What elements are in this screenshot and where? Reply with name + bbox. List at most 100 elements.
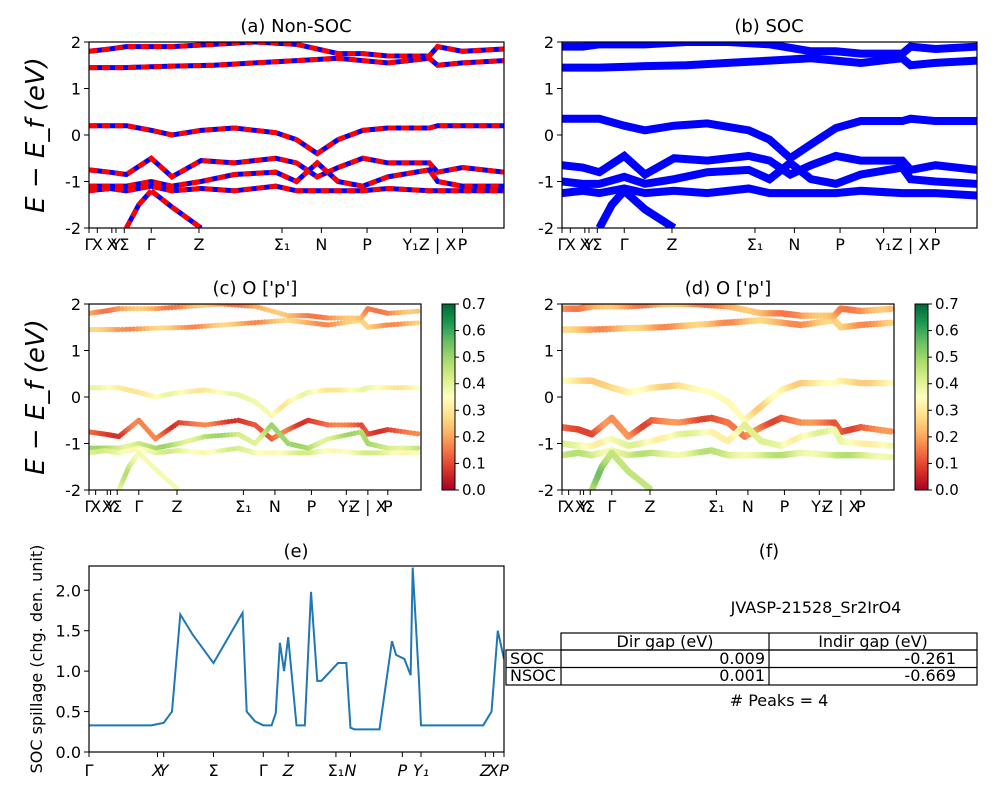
xtick-label-b: Γ <box>558 235 567 254</box>
colorbar-gradient <box>914 303 929 491</box>
colorbar-tick-label: 0.5 <box>935 348 959 366</box>
projected-point <box>141 306 148 312</box>
projected-point <box>887 305 894 313</box>
projected-point <box>127 326 133 332</box>
title-f: (f) <box>759 541 779 562</box>
projected-point <box>138 306 144 312</box>
ytick-label-d: -2 <box>538 481 554 500</box>
colorbar-tick-label: 0.5 <box>462 348 486 366</box>
ytick-label-e: 1.0 <box>56 662 81 681</box>
xtick-label-e: Y <box>159 761 170 780</box>
band-line <box>89 123 504 157</box>
ytick-label-c: 1 <box>71 342 81 361</box>
projected-point <box>149 325 155 331</box>
band-line <box>89 155 504 180</box>
plot-frame-c <box>88 303 422 491</box>
ytick-label-e: 0.5 <box>56 703 81 722</box>
xtick-label-b: Σ₁ <box>747 235 764 254</box>
colorbar-gradient <box>441 303 456 491</box>
colorbar-c: 0.0 0.1 0.2 0.3 0.4 0.5 0.6 0.7 <box>441 295 486 499</box>
projected-point <box>116 306 122 312</box>
projected-point <box>415 385 421 391</box>
gap-row-indir-nsoc: -0.669 <box>904 666 956 685</box>
colorbar-tick-label: 0.3 <box>935 401 959 419</box>
xtick-label-e: P <box>397 761 407 780</box>
xtick-label-e: Γ <box>85 761 94 780</box>
projected-point <box>149 306 155 312</box>
colorbar-tick-label: 0.4 <box>462 375 486 393</box>
projected-point <box>127 306 133 312</box>
gap-row-dir-soc: 0.009 <box>719 649 765 668</box>
ytick-label-a: -1 <box>65 173 81 192</box>
xtick-label-c: Γ <box>134 497 143 516</box>
plot-frame-d <box>561 303 895 491</box>
xtick-label-a: N <box>315 235 327 254</box>
band-line <box>562 42 977 58</box>
band-line <box>562 150 977 180</box>
ytick-label-b: 0 <box>544 126 554 145</box>
band-line <box>562 114 977 164</box>
xtick-label-a: Z <box>193 235 204 254</box>
ytick-label-d: -1 <box>538 435 554 454</box>
projected-point <box>415 320 421 326</box>
projected-point <box>887 319 894 327</box>
xtick-label-d: Y₁ <box>810 497 827 516</box>
ytick-label-c: -2 <box>65 481 81 500</box>
band-line <box>149 188 203 228</box>
xtick-label-e: Y₁ <box>413 761 429 780</box>
ylabel-top: E − E_f (eV) <box>21 57 51 213</box>
material-name: JVASP-21528_Sr2IrO4 <box>730 598 902 618</box>
xtick-label-d: Γ <box>607 497 616 516</box>
gap-table: Dir gap (eV) Indir gap (eV) SOC 0.009 -0… <box>505 632 978 686</box>
xtick-label-b: P <box>931 235 941 254</box>
projected-point <box>415 308 421 314</box>
xtick-label-b: Γ <box>620 235 629 254</box>
xtick-label-d: Σ₁ <box>708 497 725 516</box>
xtick-label-c: Z | X <box>349 497 387 516</box>
band-line <box>89 55 504 71</box>
xtick-label-c: P <box>307 497 317 516</box>
xtick-label-b: Y <box>583 235 594 254</box>
xtick-label-e: P <box>499 761 509 780</box>
xtick-label-b: X <box>565 235 576 254</box>
ytick-label-c: -1 <box>65 435 81 454</box>
xtick-label-b: Y₁ <box>875 235 892 254</box>
xtick-label-b: P <box>835 235 845 254</box>
xtick-label-b: X <box>579 235 590 254</box>
xtick-label-e: N <box>344 761 356 780</box>
xtick-label-a: Y <box>110 235 121 254</box>
projected-point <box>887 442 894 449</box>
colorbar-tick-label: 0.6 <box>462 322 486 340</box>
xtick-label-e: Γ <box>259 761 268 780</box>
xtick-label-e: Z <box>479 761 492 780</box>
ytick-label-a: 0 <box>71 126 81 145</box>
ytick-label-a: 2 <box>71 33 81 52</box>
projected-point <box>141 325 148 332</box>
xtick-label-d: N <box>742 497 754 516</box>
projected-point <box>123 326 129 332</box>
projected-point <box>415 450 421 456</box>
xtick-label-c: Y <box>105 497 116 516</box>
xtick-label-e: X <box>487 761 500 780</box>
band-line <box>562 157 977 188</box>
ylabel-middle: E − E_f (eV) <box>21 319 51 475</box>
xtick-label-a: P <box>458 235 468 254</box>
colorbar-tick-label: 0.7 <box>462 295 486 313</box>
projected-point <box>173 485 179 490</box>
band-line <box>89 183 504 194</box>
projected-point <box>130 326 137 332</box>
ytick-label-b: 1 <box>544 80 554 99</box>
ytick-label-e: 2.0 <box>56 581 81 600</box>
xtick-label-e: X <box>151 761 164 780</box>
xtick-label-b: Z | X <box>892 235 930 254</box>
ytick-label-b: -2 <box>538 219 554 238</box>
ytick-label-b: 2 <box>544 33 554 52</box>
projected-point <box>887 379 894 387</box>
projected-point <box>887 453 894 461</box>
colorbar-tick-label: 0.4 <box>935 375 959 393</box>
ytick-label-c: 2 <box>71 295 81 314</box>
band-line <box>595 188 628 228</box>
title-a: (a) Non-SOC <box>240 16 351 37</box>
